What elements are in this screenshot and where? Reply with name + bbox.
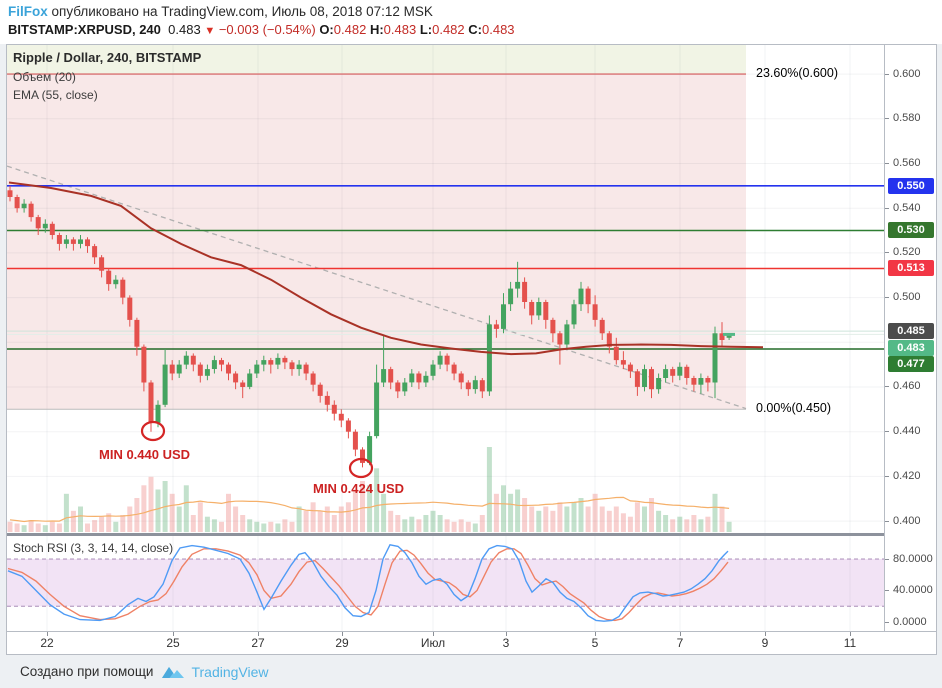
stoch-rsi-chart[interactable] (7, 536, 884, 631)
snapshot-footer: Создано при помощи TradingView (0, 655, 942, 688)
price-badge-0.530: 0.530 (888, 222, 934, 238)
low-value: 0.482 (432, 22, 465, 37)
fib-level-0-label: 0.00%(0.450) (756, 401, 832, 415)
high-key: H: (369, 22, 384, 37)
time-tick-mark (173, 632, 174, 636)
price-tick-mark (885, 297, 889, 298)
last-price: 0.483 (168, 22, 201, 37)
price-tick-label: 0.400 (893, 515, 921, 527)
price-axis[interactable]: 0.600 0.580 0.560 0.540 0.520 0.500 0.460 0.440… (884, 45, 936, 631)
time-tick-label: 3 (502, 636, 510, 650)
price-tick-label: 0.440 (893, 425, 921, 437)
volume-indicator-label[interactable]: Объем (20) (13, 70, 76, 84)
time-tick-mark (595, 632, 596, 636)
price-badge-0.477: 0.477 (888, 356, 934, 372)
stoch-tick-label: 40.0000 (893, 584, 933, 596)
credit-text: опубликовано на TradingView.com, Июль 08… (47, 4, 433, 19)
chart-frame: Ripple / Dollar, 240, BITSTAMP Объем (20… (6, 44, 937, 655)
fib-level-236-label: 23.60%(0.600) (756, 66, 839, 80)
low-key: L: (419, 22, 433, 37)
chart-legend: Ripple / Dollar, 240, BITSTAMP Объем (20… (13, 51, 201, 107)
price-badge-0.550: 0.550 (888, 178, 934, 194)
time-tick-label: 22 (40, 636, 54, 650)
stoch-rsi-pane[interactable]: Stoch RSI (3, 3, 14, 14, close) (7, 536, 884, 631)
price-tick-mark (885, 476, 889, 477)
time-tick-mark (433, 632, 434, 636)
credit-line: FilFox опубликовано на TradingView.com, … (8, 4, 433, 19)
price-tick-mark (885, 74, 889, 75)
price-tick-label: 0.600 (893, 68, 921, 80)
time-tick-label: 11 (843, 636, 857, 650)
ema-indicator-label[interactable]: EMA (55, close) (13, 88, 98, 102)
time-tick-label: 7 (676, 636, 684, 650)
stoch-rsi-label[interactable]: Stoch RSI (3, 3, 14, 14, close) (13, 541, 174, 555)
price-change: −0.003 (−0.54%) (218, 22, 316, 37)
stoch-tick-mark (885, 622, 889, 623)
tradingview-brand-link[interactable]: TradingView (161, 663, 269, 680)
price-tick-label: 0.420 (893, 470, 921, 482)
open-key: O: (319, 22, 334, 37)
price-tick-mark (885, 163, 889, 164)
price-tick-label: 0.540 (893, 202, 921, 214)
min-0440-annotation: MIN 0.440 USD (99, 447, 191, 462)
chart-title[interactable]: Ripple / Dollar, 240, BITSTAMP (13, 50, 202, 65)
price-tick-mark (885, 386, 889, 387)
filfox-link[interactable]: FilFox (8, 4, 48, 19)
price-tick-label: 0.460 (893, 380, 921, 392)
time-tick-mark (680, 632, 681, 636)
time-tick-label: Июл (420, 636, 446, 650)
tradingview-brand-text: TradingView (191, 663, 269, 680)
candlestick-chart[interactable] (7, 45, 884, 534)
high-value: 0.483 (383, 22, 417, 37)
tradingview-logo-icon (162, 667, 185, 678)
pane-separator[interactable] (7, 533, 884, 536)
open-value: 0.482 (333, 22, 367, 37)
stoch-tick-mark (885, 590, 889, 591)
stoch-tick-mark (885, 559, 889, 560)
close-value: 0.483 (482, 22, 515, 37)
price-tick-label: 0.580 (893, 112, 921, 124)
down-triangle-icon: ▼ (204, 25, 216, 37)
time-tick-label: 5 (591, 636, 599, 650)
price-badge-0.485: 0.485 (888, 323, 934, 339)
price-tick-mark (885, 252, 889, 253)
stoch-tick-label: 0.0000 (893, 616, 927, 628)
made-with-text: Создано при помощи (20, 664, 154, 679)
close-key: C: (468, 22, 482, 37)
time-tick-label: 27 (251, 636, 265, 650)
time-tick-mark (47, 632, 48, 636)
time-tick-mark (342, 632, 343, 636)
main-chart-pane[interactable]: Ripple / Dollar, 240, BITSTAMP Объем (20… (7, 45, 884, 534)
price-badge-0.513: 0.513 (888, 260, 934, 276)
time-tick-label: 29 (335, 636, 349, 650)
min-0424-annotation: MIN 0.424 USD (313, 481, 405, 496)
time-tick-label: 25 (166, 636, 180, 650)
price-tick-mark (885, 521, 889, 522)
time-tick-label: 9 (761, 636, 769, 650)
time-tick-mark (506, 632, 507, 636)
time-tick-mark (258, 632, 259, 636)
symbol-line: BITSTAMP:XRPUSD, 240 0.483 ▼ −0.003 (−0.… (8, 22, 515, 37)
price-tick-mark (885, 431, 889, 432)
price-tick-label: 0.520 (893, 246, 921, 258)
stoch-tick-label: 80.0000 (893, 553, 933, 565)
price-tick-mark (885, 118, 889, 119)
snapshot-header: FilFox опубликовано на TradingView.com, … (0, 0, 942, 44)
price-tick-label: 0.500 (893, 291, 921, 303)
time-axis[interactable]: 22 25 27 29 Июл 3 5 7 9 11 (7, 631, 936, 654)
time-tick-mark (850, 632, 851, 636)
price-tick-label: 0.560 (893, 157, 921, 169)
time-tick-mark (765, 632, 766, 636)
price-badge-0.483: 0.483 (888, 340, 934, 356)
price-tick-mark (885, 208, 889, 209)
symbol-name[interactable]: BITSTAMP:XRPUSD, 240 (8, 22, 161, 37)
